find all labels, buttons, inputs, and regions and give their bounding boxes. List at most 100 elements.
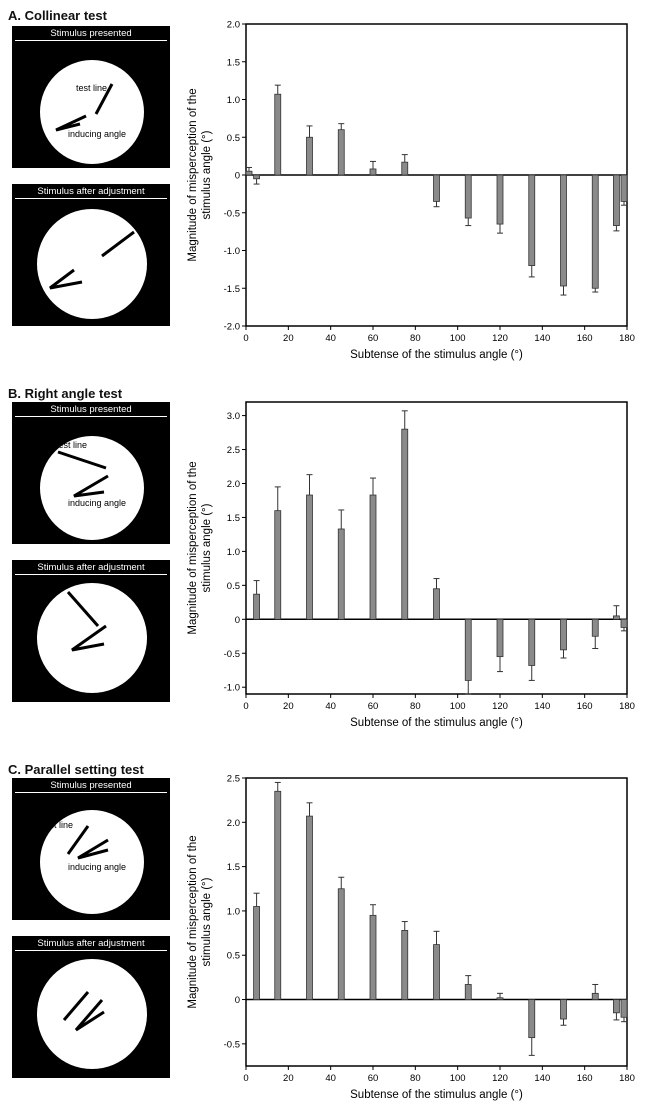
- panel-a-stimulus-after-adjustment: Stimulus after adjustment: [12, 184, 170, 326]
- panel-c-stimulus-presented-drawing: test line inducing angle: [40, 810, 144, 914]
- x-tick-label: 160: [577, 701, 593, 712]
- bar: [613, 174, 620, 226]
- bar: [496, 174, 504, 225]
- x-tick-label: 60: [368, 333, 379, 344]
- test-line-label: test line: [42, 820, 73, 830]
- bar: [274, 790, 282, 1000]
- test-line: [57, 450, 107, 470]
- bar: [401, 161, 409, 176]
- bar: [591, 174, 599, 289]
- chart-c: -0.5 0 0.5 1.0 1.5 2.0 2.5 0 20 40 60 80 100 120 140 16…: [187, 774, 635, 1102]
- test-line-label: test line: [56, 440, 87, 450]
- bar: [337, 888, 345, 1000]
- y-tick-label: -2.0: [224, 322, 240, 333]
- panel-a-stimulus-after-drawing: [37, 209, 147, 319]
- bar: [613, 999, 620, 1014]
- bar: [620, 174, 628, 202]
- y-tick-label: 2.5: [227, 445, 240, 456]
- x-tick-label: 120: [492, 1073, 508, 1084]
- bar: [433, 944, 440, 1000]
- y-tick-label: 1.0: [227, 95, 240, 106]
- stimulus-after-adjustment-label: Stimulus after adjustment: [15, 562, 167, 575]
- y-tick-label: 2.0: [227, 20, 240, 31]
- inducing-angle-shape: [73, 474, 109, 498]
- x-tick-label: 80: [410, 701, 421, 712]
- bar: [401, 930, 409, 1000]
- bar: [560, 174, 567, 287]
- x-tick-label: 0: [243, 333, 248, 344]
- inducing-angle-shape: [49, 268, 83, 290]
- bar: [464, 618, 472, 681]
- y-tick-label: 0.5: [227, 581, 240, 592]
- y-tick-label: 1.0: [227, 906, 240, 917]
- bar: [433, 174, 440, 202]
- bar: [306, 494, 313, 620]
- bar: [620, 618, 628, 628]
- x-tick-label: 40: [325, 1073, 336, 1084]
- y-tick-label: -0.5: [224, 649, 240, 660]
- panel-c-stimulus-after-drawing: [37, 959, 147, 1069]
- x-tick-label: 120: [492, 701, 508, 712]
- x-tick-label: 60: [368, 1073, 379, 1084]
- inducing-angle-label: inducing angle: [68, 498, 126, 508]
- x-tick-label: 180: [619, 1073, 635, 1084]
- stimulus-circle: [40, 60, 144, 164]
- panel-b-stimulus-presented-drawing: test line inducing angle: [40, 436, 144, 540]
- panel-c-title: C. Parallel setting test: [8, 762, 144, 777]
- bar: [369, 168, 377, 176]
- x-axis-label: Subtense of the stimulus angle (°): [350, 717, 523, 729]
- x-tick-label: 40: [325, 333, 336, 344]
- y-tick-label: -0.5: [224, 208, 240, 219]
- stimulus-presented-label: Stimulus presented: [15, 780, 167, 793]
- x-tick-label: 140: [534, 333, 550, 344]
- bar: [591, 992, 599, 1000]
- x-tick-label: 180: [619, 333, 635, 344]
- y-tick-label: 1.5: [227, 862, 240, 873]
- bar: [337, 129, 345, 176]
- y-tick-label: -1.0: [224, 683, 240, 694]
- bar: [591, 618, 599, 637]
- stimulus-circle: [40, 436, 144, 540]
- x-tick-label: 80: [410, 333, 421, 344]
- stimulus-circle: [37, 583, 147, 693]
- bar: [369, 494, 377, 620]
- bar: [560, 618, 567, 651]
- x-tick-label: 140: [534, 701, 550, 712]
- y-tick-label: 1.0: [227, 547, 240, 558]
- inducing-angle-shape: [55, 114, 87, 132]
- x-axis-label: Subtense of the stimulus angle (°): [350, 1089, 523, 1101]
- x-tick-label: 0: [243, 1073, 248, 1084]
- y-tick-label: 1.5: [227, 57, 240, 68]
- bar: [620, 999, 628, 1018]
- inducing-angle-shape: [77, 838, 109, 860]
- x-tick-label: 160: [577, 1073, 593, 1084]
- x-tick-label: 20: [283, 1073, 294, 1084]
- panel-c-stimulus-after-adjustment: Stimulus after adjustment: [12, 936, 170, 1078]
- x-tick-label: 40: [325, 701, 336, 712]
- y-tick-label: 0: [235, 171, 240, 182]
- bar: [401, 428, 409, 620]
- x-tick-label: 100: [450, 333, 466, 344]
- y-tick-label: 3.0: [227, 411, 240, 422]
- bar: [274, 510, 282, 620]
- stimulus-presented-label: Stimulus presented: [15, 28, 167, 41]
- stimulus-after-adjustment-label: Stimulus after adjustment: [15, 938, 167, 951]
- inducing-angle-label: inducing angle: [68, 862, 126, 872]
- x-tick-label: 100: [450, 1073, 466, 1084]
- test-line: [94, 83, 114, 115]
- chart-b: -1.0 -0.5 0 0.5 1.0 1.5 2.0 2.5 3.0 0 20 40 60 80 100 1…: [187, 401, 635, 729]
- bar: [496, 618, 504, 658]
- x-tick-label: 20: [283, 333, 294, 344]
- x-axis-label: Subtense of the stimulus angle (°): [350, 349, 523, 361]
- x-tick-label: 140: [534, 1073, 550, 1084]
- panel-a-stimulus-presented-drawing: test line inducing angle: [40, 60, 144, 164]
- panel-a-title: A. Collinear test: [8, 8, 107, 23]
- x-tick-label: 20: [283, 701, 294, 712]
- bar: [613, 615, 620, 620]
- bar: [253, 593, 260, 620]
- bar: [528, 999, 536, 1039]
- bar: [245, 170, 253, 176]
- y-tick-label: 1.5: [227, 513, 240, 524]
- y-tick-label: 2.0: [227, 479, 240, 490]
- x-tick-label: 0: [243, 701, 248, 712]
